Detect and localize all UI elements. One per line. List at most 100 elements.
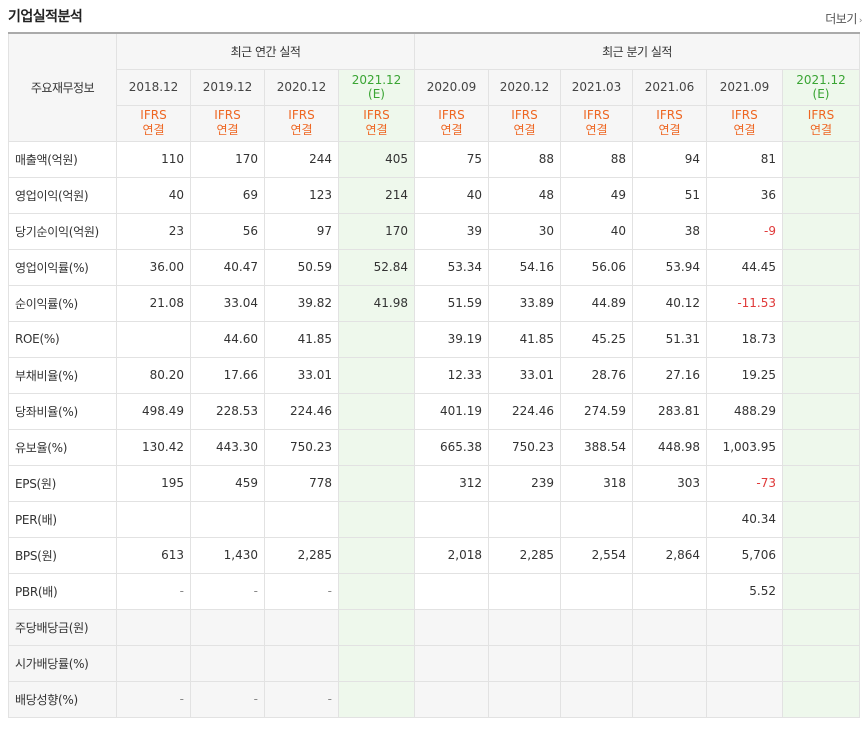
table-cell: 33.89: [488, 284, 561, 322]
table-cell: [338, 644, 415, 682]
section-title: 기업실적분석: [8, 9, 83, 25]
table-cell: 1,430: [190, 536, 265, 574]
table-cell: 36.00: [116, 248, 191, 286]
table-row: EPS(원) 195 459 778 312 239 318 303 -73: [8, 464, 860, 502]
table-cell: [488, 572, 561, 610]
table-cell: 69: [190, 176, 265, 214]
table-cell: [190, 500, 265, 538]
table-cell: [116, 608, 191, 646]
table-cell: [190, 644, 265, 682]
table-cell: [338, 464, 415, 502]
table-cell: 214: [338, 176, 415, 214]
table-cell: 123: [264, 176, 339, 214]
period-date: 2021.03: [571, 80, 622, 94]
table-cell: -11.53: [706, 284, 783, 322]
table-cell: [560, 500, 633, 538]
table-cell: [338, 536, 415, 574]
period-date: 2021.09: [719, 80, 770, 94]
row-label: EPS(원): [8, 464, 117, 502]
table-cell: -: [264, 680, 339, 718]
ifrs-line1: IFRS: [583, 108, 610, 122]
period-header: 2021.12 (E): [338, 68, 415, 106]
table-cell: -: [264, 572, 339, 610]
table-cell: 41.85: [264, 320, 339, 358]
row-label: 당좌비율(%): [8, 392, 117, 430]
table-cell: 21.08: [116, 284, 191, 322]
financial-table: 주요재무정보 최근 연간 실적 최근 분기 실적 2018.12 2019.12 2…: [8, 32, 860, 718]
ifrs-tag: IFRS 연결: [488, 104, 561, 142]
table-cell: [414, 644, 489, 682]
table-row: 당기순이익(억원) 23 56 97 170 39 30 40 38 -9: [8, 212, 860, 250]
table-cell: 51: [632, 176, 707, 214]
table-cell: [782, 500, 860, 538]
table-row: ROE(%) 44.60 41.85 39.19 41.85 45.25 51.31 18.7…: [8, 320, 860, 358]
table-cell: 39.82: [264, 284, 339, 322]
table-cell: 750.23: [264, 428, 339, 466]
row-label: 유보율(%): [8, 428, 117, 466]
table-cell: 23: [116, 212, 191, 250]
table-cell: [338, 572, 415, 610]
table-cell: 30: [488, 212, 561, 250]
table-cell: [560, 680, 633, 718]
table-cell: [488, 500, 561, 538]
table-cell: [488, 608, 561, 646]
table-cell: 56: [190, 212, 265, 250]
period-date: 2020.09: [426, 80, 477, 94]
table-cell: [414, 500, 489, 538]
table-row: BPS(원) 613 1,430 2,285 2,018 2,285 2,554 2,864 5…: [8, 536, 860, 574]
header-quarterly: 최근 분기 실적: [414, 32, 860, 70]
table-cell: -: [116, 572, 191, 610]
ifrs-line2: 연결: [290, 123, 313, 137]
table-cell: [782, 248, 860, 286]
table-cell: 33.04: [190, 284, 265, 322]
table-cell: 2,285: [488, 536, 561, 574]
table-cell: 33.01: [488, 356, 561, 394]
table-cell: 75: [414, 140, 489, 178]
table-cell: [338, 680, 415, 718]
table-cell: [632, 608, 707, 646]
table-row: PER(배) 40.34: [8, 500, 860, 538]
row-label: 영업이익률(%): [8, 248, 117, 286]
table-cell: 2,864: [632, 536, 707, 574]
row-label: PER(배): [8, 500, 117, 538]
ifrs-tag: IFRS 연결: [116, 104, 191, 142]
table-cell: 44.89: [560, 284, 633, 322]
table-cell: [782, 392, 860, 430]
ifrs-line2: 연결: [513, 123, 536, 137]
table-cell: [338, 608, 415, 646]
table-cell: 239: [488, 464, 561, 502]
more-link[interactable]: 더보기 ›: [825, 10, 862, 27]
row-label: PBR(배): [8, 572, 117, 610]
table-cell: 224.46: [488, 392, 561, 430]
chevron-right-icon: ›: [858, 16, 863, 26]
table-cell: [782, 140, 860, 178]
table-cell: [338, 356, 415, 394]
table-cell: [338, 392, 415, 430]
ifrs-line2: 연결: [365, 123, 388, 137]
table-cell: 312: [414, 464, 489, 502]
row-label: 배당성향(%): [8, 680, 117, 718]
table-cell: 18.73: [706, 320, 783, 358]
ifrs-tag: IFRS 연결: [190, 104, 265, 142]
table-cell: [264, 608, 339, 646]
table-cell: 44.60: [190, 320, 265, 358]
period-date: 2021.12: [796, 73, 846, 87]
row-label: 부채비율(%): [8, 356, 117, 394]
period-header: 2021.03: [560, 68, 633, 106]
table-cell: [706, 644, 783, 682]
table-cell: 44.45: [706, 248, 783, 286]
table-cell: [782, 284, 860, 322]
table-cell: 388.54: [560, 428, 633, 466]
table-cell: 5,706: [706, 536, 783, 574]
table-row: 주당배당금(원): [8, 608, 860, 646]
table-cell: 41.85: [488, 320, 561, 358]
period-date: 2021.12: [351, 73, 402, 87]
table-row: 부채비율(%) 80.20 17.66 33.01 12.33 33.01 28.76 27.…: [8, 356, 860, 394]
table-cell: 40: [414, 176, 489, 214]
table-cell: 54.16: [488, 248, 561, 286]
table-cell: 39.19: [414, 320, 489, 358]
table-cell: [782, 428, 860, 466]
ifrs-line1: IFRS: [214, 108, 241, 122]
table-cell: 130.42: [116, 428, 191, 466]
table-cell: [782, 680, 860, 718]
